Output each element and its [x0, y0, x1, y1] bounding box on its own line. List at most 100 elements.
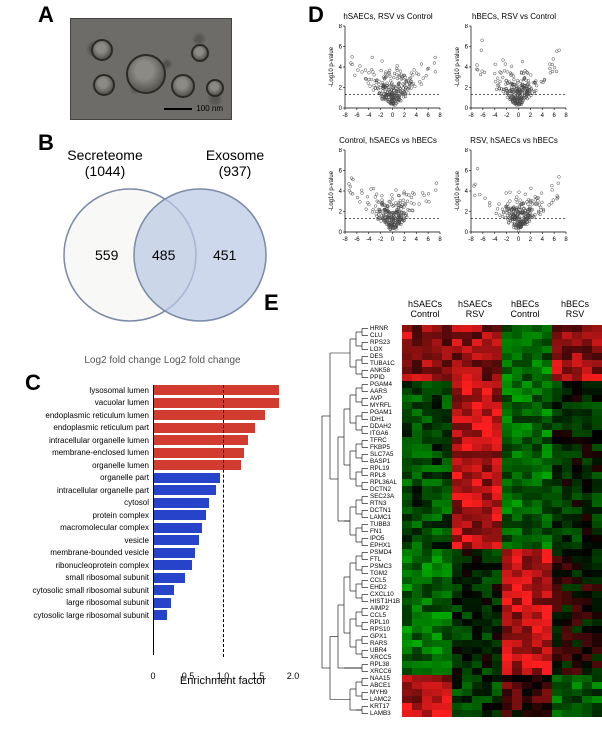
venn-svg: 559 485 451 — [35, 155, 295, 325]
heatmap-cell — [492, 556, 502, 563]
heatmap-cell — [412, 458, 422, 465]
heatmap-cell — [472, 619, 482, 626]
heatmap-cell — [512, 668, 522, 675]
heatmap-cell — [452, 605, 462, 612]
heatmap-cell — [592, 626, 602, 633]
heatmap-cell — [472, 507, 482, 514]
heatmap-cell — [552, 619, 562, 626]
svg-text:-8: -8 — [468, 113, 474, 119]
heatmap-cell — [592, 703, 602, 710]
heatmap-cell — [552, 339, 562, 346]
heatmap-cell — [592, 542, 602, 549]
heatmap-cell — [402, 570, 412, 577]
heatmap-gene-label: PPID — [370, 374, 402, 381]
heatmap-cell — [502, 416, 512, 423]
svg-text:-Log10 p-value: -Log10 p-value — [455, 170, 461, 211]
heatmap-row: LAMC1 — [370, 514, 602, 521]
heatmap-cell — [432, 381, 442, 388]
heatmap-row: PSMD4 — [370, 549, 602, 556]
heatmap-cell — [442, 640, 452, 647]
heatmap-cell — [582, 682, 592, 689]
heatmap-cell — [592, 493, 602, 500]
heatmap-cell — [442, 507, 452, 514]
heatmap-cell — [532, 451, 542, 458]
heatmap-cell — [552, 591, 562, 598]
heatmap-cell — [462, 535, 472, 542]
heatmap-cell — [502, 521, 512, 528]
heatmap-cell — [552, 689, 562, 696]
heatmap-cell — [532, 507, 542, 514]
heatmap-cell — [562, 521, 572, 528]
heatmap-cell — [562, 500, 572, 507]
heatmap-cell — [452, 577, 462, 584]
heatmap-cell — [402, 325, 412, 332]
heatmap-cell — [412, 402, 422, 409]
heatmap-cell — [412, 682, 422, 689]
heatmap-cell — [402, 388, 412, 395]
heatmap-cell — [452, 479, 462, 486]
heatmap-cell — [592, 451, 602, 458]
heatmap-cell — [462, 339, 472, 346]
heatmap-cell — [582, 689, 592, 696]
heatmap-cell — [452, 549, 462, 556]
heatmap-cell — [552, 374, 562, 381]
heatmap-cell — [522, 346, 532, 353]
heatmap-cell — [542, 360, 552, 367]
svg-text:-6: -6 — [354, 113, 360, 119]
heatmap-cell — [442, 528, 452, 535]
heatmap-cell — [432, 388, 442, 395]
heatmap-cell — [522, 528, 532, 535]
heatmap-cell — [422, 535, 432, 542]
heatmap-cell — [532, 556, 542, 563]
heatmap-cell — [422, 570, 432, 577]
heatmap-cell — [452, 416, 462, 423]
heatmap-gene-label: MYH9 — [370, 689, 402, 696]
heatmap-cell — [542, 605, 552, 612]
heatmap-cell — [562, 598, 572, 605]
heatmap-row: IPO5 — [370, 535, 602, 542]
heatmap-cell — [442, 549, 452, 556]
heatmap-cell — [502, 444, 512, 451]
enrichment-row: vacuolar lumen — [25, 398, 300, 409]
heatmap-gene-label: RPS10 — [370, 626, 402, 633]
heatmap-cell — [562, 556, 572, 563]
heatmap-row: AIMP2 — [370, 605, 602, 612]
heatmap-column-header: hSAECsRSV — [450, 300, 500, 320]
heatmap-cell — [492, 360, 502, 367]
heatmap-cell — [502, 514, 512, 521]
heatmap-cell — [492, 451, 502, 458]
enrichment-bar — [153, 598, 171, 608]
heatmap-cell — [572, 612, 582, 619]
heatmap-cell — [402, 668, 412, 675]
heatmap-cell — [422, 402, 432, 409]
enrichment-category-label: intracellular organelle part — [25, 486, 153, 495]
heatmap-cell — [552, 486, 562, 493]
heatmap-cell — [582, 465, 592, 472]
venn-overlap: 485 — [152, 247, 176, 263]
enrichment-category-label: membrane-enclosed lumen — [25, 448, 153, 457]
heatmap-cell — [462, 584, 472, 591]
heatmap-cell — [522, 549, 532, 556]
heatmap-cell — [552, 549, 562, 556]
heatmap-cell — [502, 584, 512, 591]
heatmap-cell — [492, 696, 502, 703]
heatmap-cell — [412, 367, 422, 374]
svg-text:8: 8 — [465, 148, 469, 154]
heatmap-cell — [522, 577, 532, 584]
heatmap-cell — [432, 710, 442, 717]
heatmap-gene-label: DES — [370, 353, 402, 360]
em-vesicle — [191, 44, 209, 62]
svg-text:4: 4 — [339, 65, 343, 71]
heatmap-cell — [552, 423, 562, 430]
enrichment-row: macromolecular complex — [25, 523, 300, 534]
heatmap-cell — [572, 472, 582, 479]
heatmap-cell — [562, 696, 572, 703]
heatmap-cell — [532, 367, 542, 374]
enrichment-category-label: cytosolic large ribosomal subunit — [25, 611, 153, 620]
heatmap-cell — [562, 493, 572, 500]
heatmap-cell — [592, 598, 602, 605]
heatmap-cell — [582, 535, 592, 542]
heatmap-cell — [452, 542, 462, 549]
heatmap-cell — [542, 388, 552, 395]
heatmap-cell — [492, 591, 502, 598]
